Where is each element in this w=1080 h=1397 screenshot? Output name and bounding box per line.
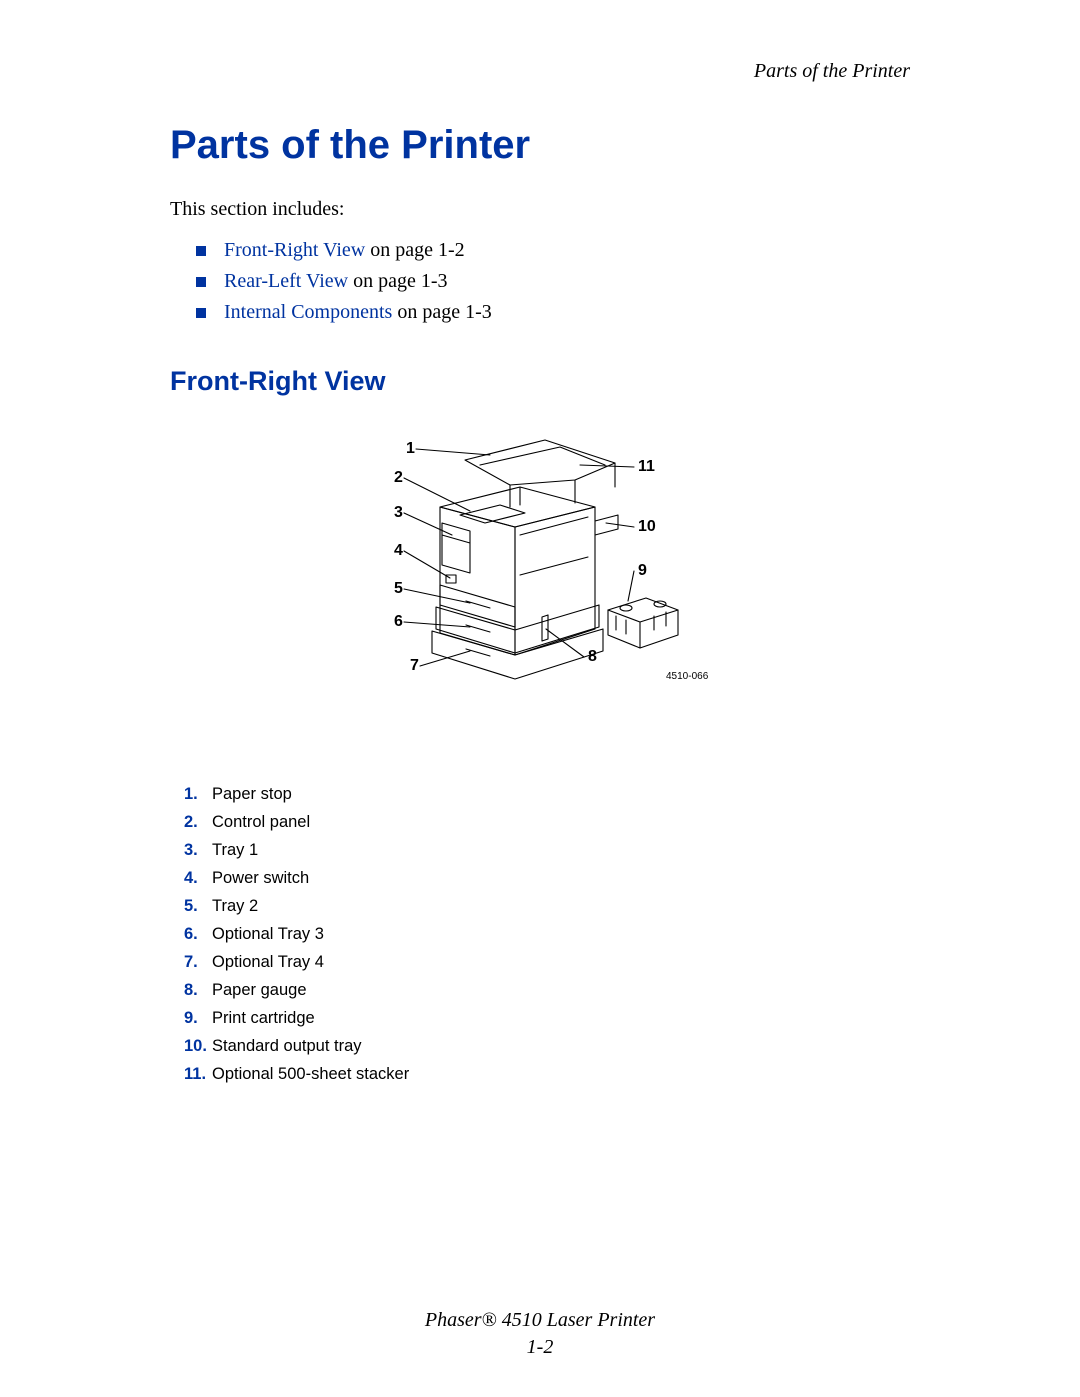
callout-number: 5	[394, 580, 403, 597]
toc-list: Front-Right View on page 1-2 Rear-Left V…	[196, 235, 910, 328]
parts-list-item: 7.Optional Tray 4	[184, 948, 910, 976]
toc-suffix: on page 1-3	[392, 301, 491, 323]
toc-suffix: on page 1-2	[365, 239, 464, 261]
parts-list-label: Standard output tray	[212, 1032, 362, 1060]
diagram-code: 4510-066	[666, 671, 709, 682]
toc-item: Internal Components on page 1-3	[196, 297, 910, 328]
callout-number: 4	[394, 542, 403, 559]
callout-number: 2	[394, 469, 403, 486]
parts-list-item: 5.Tray 2	[184, 892, 910, 920]
parts-list-number: 8.	[184, 976, 212, 1004]
callout-number: 10	[638, 518, 656, 535]
parts-list-number: 1.	[184, 780, 212, 808]
page-container: Parts of the Printer Parts of the Printe…	[0, 0, 1080, 1397]
parts-list-number: 6.	[184, 920, 212, 948]
toc-link[interactable]: Front-Right View	[224, 239, 365, 261]
callout-number: 11	[638, 458, 655, 475]
parts-list-number: 9.	[184, 1004, 212, 1032]
toc-link[interactable]: Internal Components	[224, 301, 392, 323]
callout-number: 1	[406, 440, 415, 457]
parts-list-label: Tray 1	[212, 836, 258, 864]
parts-list-item: 2.Control panel	[184, 808, 910, 836]
parts-list-label: Optional Tray 3	[212, 920, 324, 948]
callout-number: 8	[588, 648, 597, 665]
toc-item: Front-Right View on page 1-2	[196, 235, 910, 266]
toc-item: Rear-Left View on page 1-3	[196, 266, 910, 297]
parts-list-item: 3.Tray 1	[184, 836, 910, 864]
page-footer: Phaser® 4510 Laser Printer 1-2	[0, 1307, 1080, 1361]
parts-list-label: Control panel	[212, 808, 310, 836]
printer-diagram-svg: 12 3 4 5 6 7 11 10 9 8 4510-066	[370, 425, 710, 695]
parts-list-item: 8.Paper gauge	[184, 976, 910, 1004]
parts-list-item: 1.Paper stop	[184, 780, 910, 808]
parts-list-item: 6.Optional Tray 3	[184, 920, 910, 948]
bullet-icon	[196, 308, 206, 318]
parts-list-number: 7.	[184, 948, 212, 976]
running-header: Parts of the Printer	[170, 60, 910, 83]
footer-page-number: 1-2	[0, 1334, 1080, 1361]
callout-number: 9	[638, 562, 647, 579]
diagram-figure: 12 3 4 5 6 7 11 10 9 8 4510-066	[170, 425, 910, 695]
bullet-icon	[196, 277, 206, 287]
parts-list-label: Paper stop	[212, 780, 292, 808]
toc-suffix: on page 1-3	[348, 270, 447, 292]
parts-list-label: Power switch	[212, 864, 309, 892]
parts-list-number: 4.	[184, 864, 212, 892]
parts-list-label: Print cartridge	[212, 1004, 315, 1032]
bullet-icon	[196, 246, 206, 256]
callout-number: 6	[394, 613, 403, 630]
section-heading: Front-Right View	[170, 366, 910, 397]
parts-list-item: 10.Standard output tray	[184, 1032, 910, 1060]
page-title: Parts of the Printer	[170, 123, 910, 168]
intro-text: This section includes:	[170, 198, 910, 221]
parts-list-number: 5.	[184, 892, 212, 920]
parts-list-label: Paper gauge	[212, 976, 307, 1004]
parts-list-number: 3.	[184, 836, 212, 864]
parts-list-item: 9.Print cartridge	[184, 1004, 910, 1032]
parts-list-label: Optional 500-sheet stacker	[212, 1060, 409, 1088]
toc-link[interactable]: Rear-Left View	[224, 270, 348, 292]
footer-product: Phaser® 4510 Laser Printer	[0, 1307, 1080, 1334]
parts-list-number: 2.	[184, 808, 212, 836]
callout-number: 3	[394, 504, 403, 521]
parts-list-label: Tray 2	[212, 892, 258, 920]
parts-list-label: Optional Tray 4	[212, 948, 324, 976]
parts-list-number: 11.	[184, 1060, 212, 1088]
parts-list-item: 4.Power switch	[184, 864, 910, 892]
parts-list-item: 11.Optional 500-sheet stacker	[184, 1060, 910, 1088]
callout-number: 7	[410, 657, 419, 674]
parts-list: 1.Paper stop2.Control panel3.Tray 14.Pow…	[184, 780, 910, 1089]
parts-list-number: 10.	[184, 1032, 212, 1060]
